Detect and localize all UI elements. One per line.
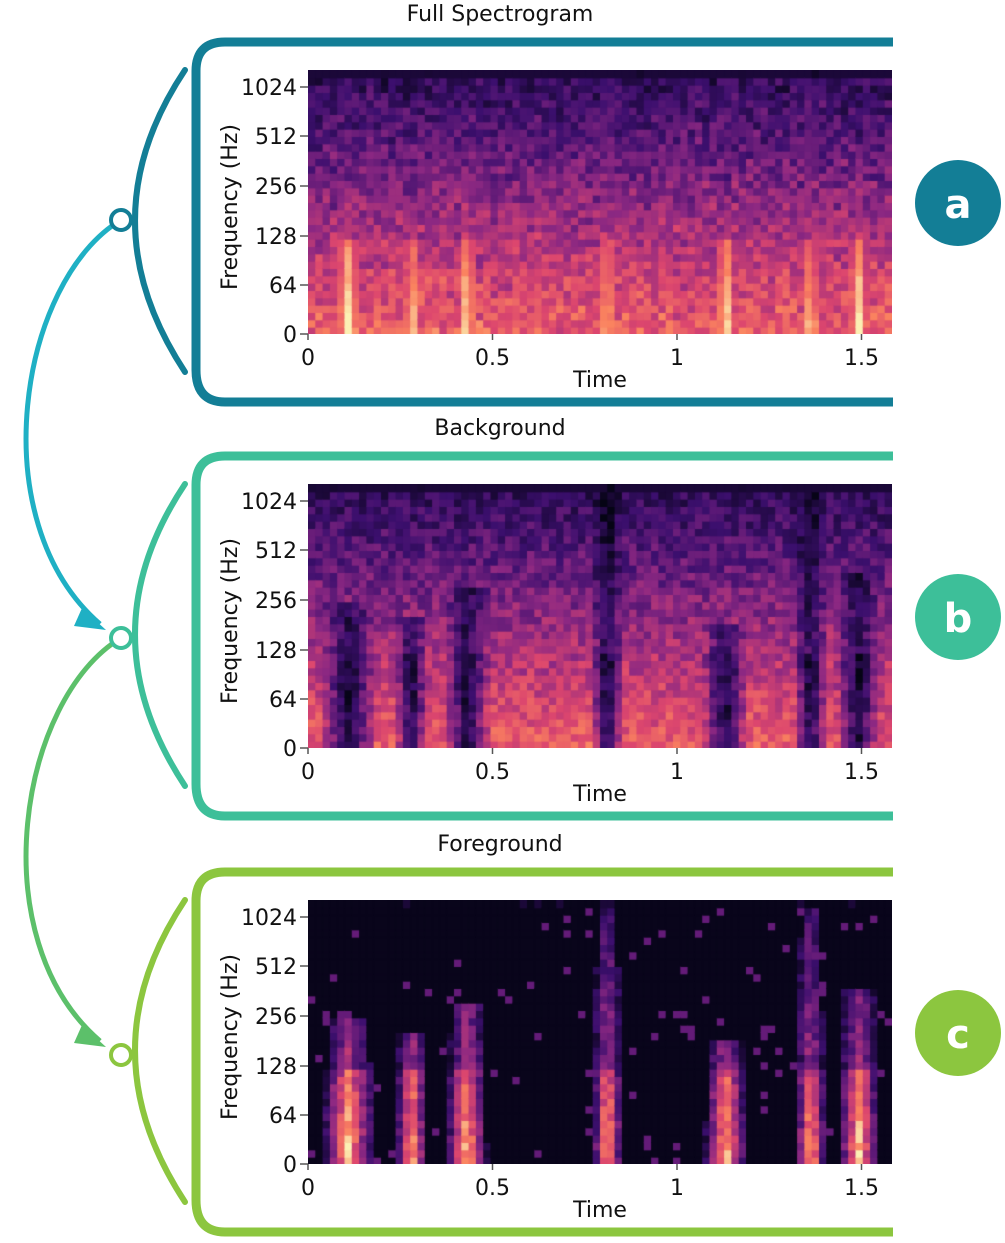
spectrogram-full: [308, 70, 892, 334]
y-tick-label: 512: [255, 125, 297, 150]
x-axis-label: Time: [572, 782, 627, 807]
y-tick-label: 512: [255, 955, 297, 980]
y-tick-label: 64: [269, 274, 297, 299]
y-tick-label: 256: [255, 175, 297, 200]
badge-label: a: [945, 182, 972, 228]
y-tick-label: 64: [269, 688, 297, 713]
y-tick-label: 1024: [241, 906, 297, 931]
badge-a: [915, 160, 1001, 246]
x-axis-label: Time: [572, 1198, 627, 1223]
panel-title: Full Spectrogram: [407, 2, 594, 27]
x-tick-label: 0.5: [475, 760, 510, 785]
y-axis-label: Frequency (Hz): [218, 124, 243, 290]
x-tick-label: 1: [670, 346, 684, 371]
y-tick-label: 128: [255, 1055, 297, 1080]
x-tick-label: 0: [301, 760, 315, 785]
y-tick-label: 512: [255, 539, 297, 564]
x-tick-label: 0.5: [475, 1176, 510, 1201]
panel-c: Foreground c 0 64 128 256 512 1024 0 0.5 1 1.5 Time F…: [109, 832, 1001, 1237]
x-tick-label: 1: [670, 760, 684, 785]
y-axis-label: Frequency (Hz): [218, 538, 243, 704]
node-circle-icon: [109, 1043, 133, 1067]
flow-arrow-b_to_c: [23, 635, 123, 1043]
bracket-arc: [132, 481, 188, 789]
x-axis-label: Time: [572, 368, 627, 393]
panel-frame: [191, 867, 893, 1237]
x-tick-label: 0.5: [475, 346, 510, 371]
panel-b: Background b 0 64 128 256 512 1024 0 0.5 1 1.5 Time F…: [109, 416, 1001, 821]
bracket-arc: [132, 67, 188, 375]
panel-frame: [191, 451, 893, 821]
panel-a: Full Spectrogram a 0 64 128 256 512 1024 0 0.5 1 1.…: [109, 2, 1001, 407]
y-tick-label: 0: [283, 737, 297, 762]
y-axis-label: Frequency (Hz): [218, 954, 243, 1120]
x-tick-label: 0: [301, 1176, 315, 1201]
x-tick-label: 1.5: [844, 1176, 879, 1201]
node-circle-icon: [109, 208, 133, 232]
y-tick-label: 0: [283, 1153, 297, 1178]
badge-label: b: [944, 596, 973, 642]
arrowhead-icon: [74, 608, 106, 630]
panel-frame: [191, 37, 893, 407]
panel-title: Background: [434, 416, 565, 441]
y-tick-label: 128: [255, 639, 297, 664]
badge-c: [915, 990, 1001, 1076]
x-tick-label: 1: [670, 1176, 684, 1201]
arrowhead-icon: [74, 1025, 106, 1047]
y-tick-label: 64: [269, 1104, 297, 1129]
node-circle-icon: [109, 626, 133, 650]
panel-title: Foreground: [437, 832, 562, 857]
flow-arrow-a_to_b: [23, 217, 123, 626]
x-tick-label: 0: [301, 346, 315, 371]
x-tick-label: 1.5: [844, 346, 879, 371]
y-tick-label: 0: [283, 323, 297, 348]
x-tick-label: 1.5: [844, 760, 879, 785]
badge-b: [915, 574, 1001, 660]
bracket-arc: [132, 897, 188, 1205]
y-tick-label: 128: [255, 225, 297, 250]
y-tick-label: 1024: [241, 76, 297, 101]
spectrogram-foreground: [308, 900, 892, 1164]
y-tick-label: 256: [255, 1005, 297, 1030]
spectrogram-background: [308, 484, 892, 748]
badge-label: c: [946, 1012, 970, 1058]
y-tick-label: 256: [255, 589, 297, 614]
y-tick-label: 1024: [241, 490, 297, 515]
